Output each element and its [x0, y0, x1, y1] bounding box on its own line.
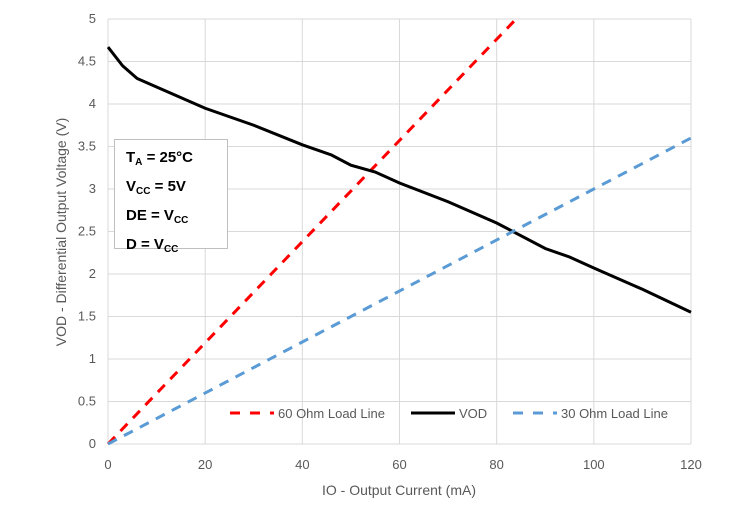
x-tick-label: 60 — [392, 457, 406, 472]
x-tick-label: 40 — [295, 457, 309, 472]
x-tick-label: 20 — [198, 457, 212, 472]
legend-label: 60 Ohm Load Line — [278, 406, 385, 421]
x-tick-label: 80 — [489, 457, 503, 472]
y-tick-label: 4.5 — [78, 54, 96, 69]
legend-label: VOD — [459, 406, 487, 421]
series-line-vod — [106, 46, 692, 314]
x-tick-label: 0 — [104, 457, 111, 472]
conditions-annotation: TA = 25°C VCC = 5V DE = VCC D = VCC — [114, 139, 228, 255]
y-tick-label: 1 — [89, 351, 96, 366]
y-tick-label: 4 — [89, 96, 96, 111]
y-axis-label: VOD - Differential Output Voltage (V) — [53, 118, 69, 347]
y-tick-label: 2 — [89, 266, 96, 281]
series-line-60-ohm-load-line — [106, 17, 518, 446]
y-tick-label: 1.5 — [78, 309, 96, 324]
y-tick-label: 0 — [89, 436, 96, 451]
legend-label: 30 Ohm Load Line — [561, 406, 668, 421]
y-tick-label: 2.5 — [78, 224, 96, 239]
y-tick-label: 3.5 — [78, 139, 96, 154]
y-tick-label: 3 — [89, 181, 96, 196]
x-tick-label: 120 — [680, 457, 702, 472]
y-tick-label: 5 — [89, 11, 96, 26]
y-tick-label: 0.5 — [78, 394, 96, 409]
x-tick-label: 100 — [583, 457, 605, 472]
series-line-30-ohm-load-line — [107, 136, 692, 446]
x-axis-label: IO - Output Current (mA) — [322, 482, 476, 498]
